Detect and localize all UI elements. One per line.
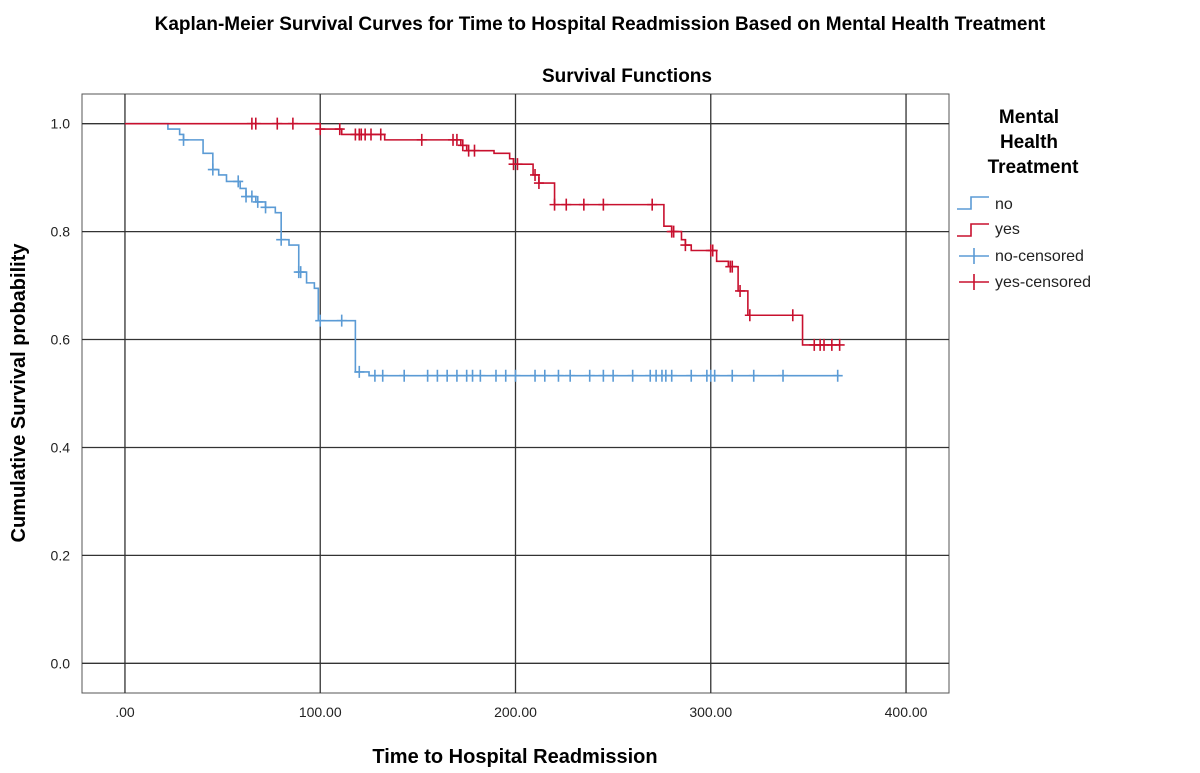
censor-mark-yes: [457, 139, 468, 152]
censor-mark-yes: [598, 198, 609, 211]
censor-mark-yes: [469, 144, 480, 157]
legend-title-line-1: Mental: [999, 107, 1059, 128]
censor-mark-yes: [250, 117, 261, 130]
x-tick-label: 100.00: [299, 704, 342, 720]
censor-mark-yes: [272, 117, 283, 130]
survival-line-yes: [124, 122, 840, 346]
censor-mark-no: [778, 369, 789, 382]
censor-mark-no: [686, 369, 697, 382]
censor-mark-yes: [668, 225, 679, 238]
x-tick-label: 300.00: [689, 704, 732, 720]
censor-mark-no: [530, 369, 541, 382]
censor-mark-no: [500, 369, 511, 382]
x-tick-label: 200.00: [494, 704, 537, 720]
censor-mark-no: [422, 369, 433, 382]
censor-mark-no: [475, 369, 486, 382]
chart-subtitle: Survival Functions: [542, 66, 712, 87]
y-tick-label: 0.0: [51, 655, 71, 671]
censor-mark-no: [354, 365, 365, 378]
legend-label-yes-censored: yes-censored: [995, 274, 1091, 291]
censor-mark-no: [178, 133, 189, 146]
y-tick-label: 0.2: [51, 547, 71, 563]
censor-mark-no: [260, 201, 271, 214]
censor-mark-yes: [366, 128, 376, 141]
censor-mark-no: [336, 314, 347, 327]
censor-mark-yes: [578, 198, 589, 211]
censor-mark-no: [598, 369, 609, 382]
censor-mark-yes: [451, 133, 462, 146]
censor-mark-yes: [680, 239, 691, 252]
legend-no-censored-icon: [959, 248, 989, 264]
censor-mark-no: [565, 369, 576, 382]
censor-mark-no: [295, 266, 306, 279]
legend-yes-censored-icon: [959, 274, 989, 290]
legend: Mental Health Treatment no yes no-censor…: [957, 107, 1091, 291]
censor-mark-yes: [549, 198, 560, 211]
censor-mark-yes: [334, 123, 345, 136]
censor-mark-yes: [727, 260, 738, 273]
censor-mark-no: [666, 369, 677, 382]
censor-mark-yes: [315, 123, 326, 136]
censor-mark-no: [832, 369, 843, 382]
censor-mark-yes: [375, 128, 386, 141]
censor-mark-yes: [533, 177, 544, 190]
censor-mark-no: [727, 369, 738, 382]
legend-no-line-icon: [957, 196, 989, 210]
legend-yes-line-icon: [957, 223, 989, 237]
x-axis-label: Time to Hospital Readmission: [372, 746, 657, 768]
censor-mark-yes: [561, 198, 572, 211]
censor-mark-no: [553, 369, 564, 382]
censor-mark-yes: [512, 158, 523, 171]
series-yes: [124, 117, 845, 351]
censor-mark-yes: [647, 198, 658, 211]
censor-mark-no: [709, 369, 720, 382]
series-layer: [124, 117, 845, 382]
censor-mark-no: [627, 369, 638, 382]
censor-mark-yes: [707, 244, 718, 257]
y-axis-label: Cumulative Survival probability: [8, 243, 30, 543]
censor-mark-no: [510, 369, 521, 382]
censor-mark-no: [315, 314, 326, 327]
censor-mark-no: [399, 369, 410, 382]
legend-title-line-3: Treatment: [988, 157, 1079, 178]
y-tick-label: 0.4: [51, 439, 71, 455]
gridlines: [82, 94, 949, 693]
censor-mark-yes: [416, 133, 427, 146]
censor-mark-no: [451, 369, 462, 382]
censor-mark-yes: [530, 168, 541, 181]
censor-mark-no: [233, 175, 244, 188]
censor-mark-no: [748, 369, 759, 382]
legend-label-yes: yes: [995, 221, 1020, 238]
censor-mark-no: [608, 369, 619, 382]
censor-mark-no: [539, 369, 550, 382]
tick-labels: 0.0 0.2 0.4 0.6 0.8 1.0 .00 100.00 200.00 300.00 4…: [51, 116, 928, 720]
legend-label-no-censored: no-censored: [995, 248, 1084, 265]
censor-mark-no: [252, 195, 263, 208]
censor-mark-no: [276, 233, 287, 246]
y-tick-label: 1.0: [51, 116, 71, 132]
censor-mark-yes: [744, 309, 755, 322]
censor-mark-yes: [735, 284, 746, 297]
x-tick-label: 400.00: [885, 704, 928, 720]
censor-mark-yes: [834, 338, 845, 351]
censor-mark-yes: [287, 117, 298, 130]
censor-mark-no: [490, 369, 501, 382]
x-tick-label: .00: [115, 704, 135, 720]
y-tick-label: 0.8: [51, 224, 71, 240]
censor-mark-yes: [787, 309, 798, 322]
y-tick-label: 0.6: [51, 332, 71, 348]
censor-mark-no: [377, 369, 388, 382]
legend-title-line-2: Health: [1000, 132, 1058, 153]
chart-title: Kaplan-Meier Survival Curves for Time to…: [155, 14, 1046, 35]
censor-mark-no: [246, 190, 257, 203]
censor-mark-no: [207, 163, 218, 176]
censor-mark-no: [584, 369, 595, 382]
censor-mark-no: [432, 369, 443, 382]
series-no: [124, 122, 843, 382]
legend-label-no: no: [995, 196, 1013, 213]
censor-mark-no: [442, 369, 453, 382]
